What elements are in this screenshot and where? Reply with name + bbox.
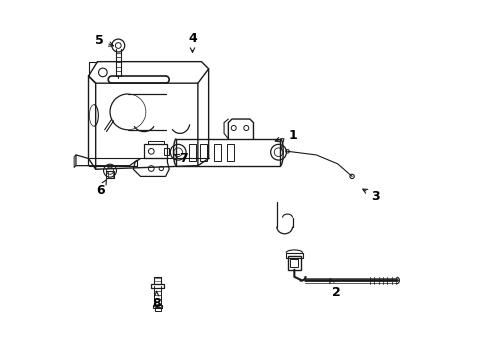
Bar <box>290 259 298 267</box>
Text: 7: 7 <box>173 152 187 165</box>
Bar <box>153 305 162 308</box>
Bar <box>176 139 280 166</box>
Bar <box>287 256 301 270</box>
Bar <box>226 144 233 161</box>
Text: 5: 5 <box>95 33 113 47</box>
Bar <box>144 144 167 158</box>
Bar <box>107 171 112 178</box>
Text: 8: 8 <box>152 291 161 310</box>
Text: 2: 2 <box>329 279 340 300</box>
Text: 4: 4 <box>188 32 197 52</box>
Bar <box>188 144 196 161</box>
Bar <box>199 144 206 161</box>
Bar <box>151 284 164 288</box>
Text: 3: 3 <box>362 189 379 203</box>
Bar <box>155 307 160 311</box>
Bar <box>106 171 113 178</box>
Bar <box>214 144 221 161</box>
Text: 1: 1 <box>275 129 297 142</box>
Text: 6: 6 <box>96 179 106 197</box>
Bar <box>285 253 302 258</box>
Bar <box>154 277 161 284</box>
Bar <box>163 148 169 155</box>
